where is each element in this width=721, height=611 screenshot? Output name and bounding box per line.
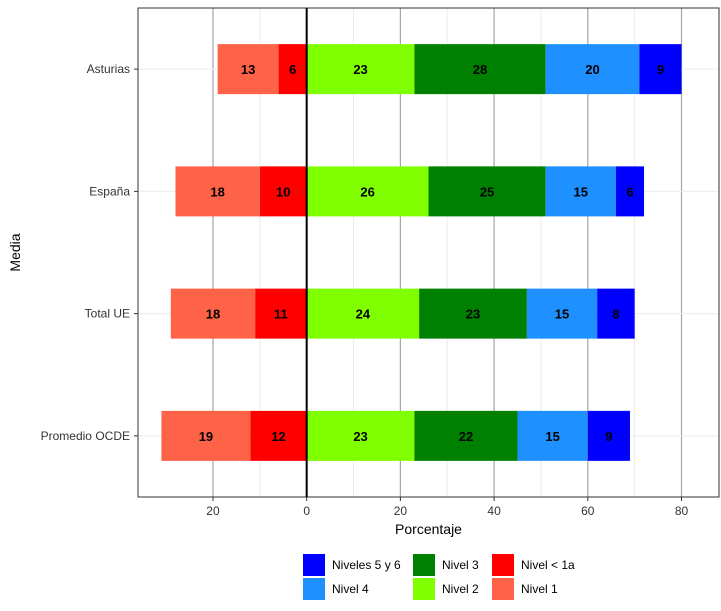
bar-labels: 6 13 23 28 20 9 10 18 26 25 15 6 11 18 24 23 15 8 12 19 23 22…	[199, 62, 664, 444]
bar-promedio-ocde-nivel-lt-1a	[250, 410, 307, 461]
bar-label: 18	[206, 307, 220, 322]
bar-total-ue-nivel-lt-1a	[255, 288, 307, 339]
x-tick-label: 20	[394, 504, 408, 518]
bar-total-ue-nivel-4	[526, 288, 598, 339]
bar-label: 23	[353, 429, 367, 444]
bar-label: 11	[274, 307, 288, 322]
bar-espa-a-nivel-lt-1a	[259, 166, 307, 217]
bar-total-ue-nivel-3	[419, 288, 527, 339]
bar-label: 26	[360, 184, 374, 199]
bar-label: 18	[210, 184, 224, 199]
bar-label: 10	[276, 184, 290, 199]
bar-espa-a-nivel-2	[306, 166, 429, 217]
bar-label: 13	[241, 62, 255, 77]
bar-total-ue-nivel-1	[170, 288, 256, 339]
legend-label-nivel-lt-1a: Nivel < 1a	[521, 558, 575, 572]
bar-label: 24	[356, 307, 371, 322]
plot-panel-border	[137, 7, 720, 498]
legend-swatch-nivel-4	[303, 578, 325, 600]
x-tick-label: 20	[206, 504, 220, 518]
x-tick-label: 40	[487, 504, 501, 518]
bar-asturias-nivel-3	[414, 44, 546, 95]
bar-label: 9	[657, 62, 664, 77]
bar-espa-a-nivel-1	[175, 166, 260, 217]
bar-label: 15	[574, 184, 588, 199]
y-tick-label-promedio-ocde: Promedio OCDE	[41, 429, 130, 443]
bar-label: 28	[473, 62, 487, 77]
bar-label: 15	[555, 307, 569, 322]
y-tick-label-espa-a: España	[89, 184, 130, 198]
legend-swatch-nivel-1	[492, 578, 514, 600]
bar-asturias-nivel-lt-1a	[278, 44, 307, 95]
x-axis-title: Porcentaje	[395, 521, 462, 537]
bar-label: 25	[480, 184, 494, 199]
y-tick-label-total-ue: Total UE	[85, 307, 130, 321]
bar-promedio-ocde-nivel-2	[306, 410, 415, 461]
bar-promedio-ocde-nivel-1	[161, 410, 251, 461]
x-tick-label: 80	[675, 504, 689, 518]
x-tick-label: 60	[581, 504, 595, 518]
legend-swatch-niveles-5-y-6	[303, 554, 325, 576]
bar-label: 22	[459, 429, 473, 444]
legend-swatch-nivel-3	[413, 554, 435, 576]
legend-label-niveles-5-y-6: Niveles 5 y 6	[332, 558, 401, 572]
legend-swatch-nivel-2	[413, 578, 435, 600]
bar-total-ue-niveles-5-y-6	[597, 288, 635, 339]
bar-label: 9	[605, 429, 612, 444]
bar-promedio-ocde-nivel-3	[414, 410, 518, 461]
bar-asturias-niveles-5-y-6	[639, 44, 682, 95]
bar-espa-a-nivel-3	[428, 166, 546, 217]
bar-label: 15	[545, 429, 559, 444]
legend-label-nivel-3: Nivel 3	[442, 558, 479, 572]
x-tick-label: 0	[303, 504, 310, 518]
bar-espa-a-niveles-5-y-6	[615, 166, 645, 217]
bar-label: 23	[353, 62, 367, 77]
legend-label-nivel-1: Nivel 1	[521, 582, 558, 596]
bar-label: 23	[466, 307, 480, 322]
bar-label: 12	[271, 429, 285, 444]
bar-promedio-ocde-nivel-4	[517, 410, 588, 461]
bar-label: 6	[626, 184, 633, 199]
bar-label: 19	[199, 429, 213, 444]
bar-label: 8	[612, 307, 619, 322]
bar-asturias-nivel-2	[306, 44, 415, 95]
bar-label: 20	[585, 62, 599, 77]
legend-label-nivel-4: Nivel 4	[332, 582, 369, 596]
legend-swatch-nivel-lt-1a	[492, 554, 514, 576]
legend-label-nivel-2: Nivel 2	[442, 582, 479, 596]
bar-promedio-ocde-niveles-5-y-6	[587, 410, 630, 461]
bar-espa-a-nivel-4	[545, 166, 616, 217]
bar-label: 6	[289, 62, 296, 77]
axes: 20 0 20 40 60 80 Asturias España Total UE Promedi…	[41, 8, 689, 518]
legend: Niveles 5 y 6 Nivel 4 Nivel 3 Nivel 2 Nivel …	[303, 554, 575, 600]
y-tick-label-asturias: Asturias	[87, 62, 130, 76]
bar-total-ue-nivel-2	[306, 288, 420, 339]
bars	[161, 44, 682, 461]
bar-asturias-nivel-1	[217, 44, 279, 95]
y-axis-title: Media	[7, 233, 23, 271]
bar-asturias-nivel-4	[545, 44, 640, 95]
